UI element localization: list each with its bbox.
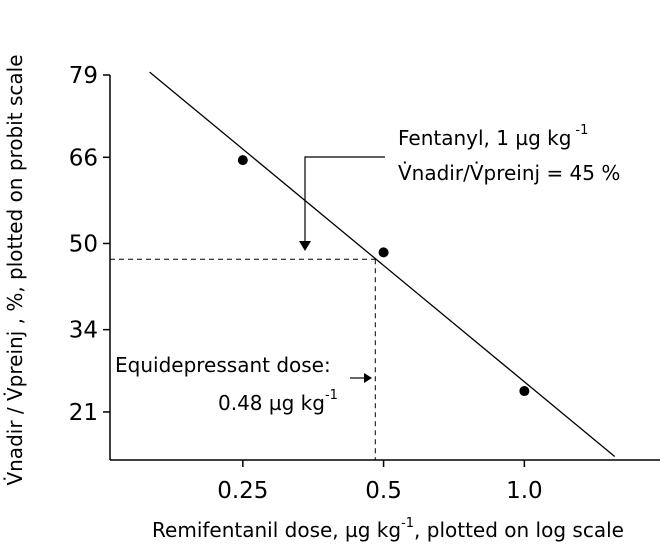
annotation: 0.48 µg kg-1 bbox=[218, 388, 338, 415]
annotation: Equidepressant dose: bbox=[115, 353, 331, 377]
y-tick-label: 79 bbox=[69, 63, 98, 89]
x-axis-label: Remifentanil dose, µg kg-1, plotted on l… bbox=[152, 516, 624, 542]
data-point bbox=[237, 155, 248, 166]
y-axis-label: V̇nadir / V̇preinj , %, plotted on probi… bbox=[3, 54, 27, 485]
arrowhead bbox=[364, 373, 372, 383]
callout-arrow bbox=[304, 156, 385, 243]
x-label-sup: -1 bbox=[401, 516, 414, 531]
annotation-sup: -1 bbox=[325, 388, 338, 403]
x-label-text: , plotted on log scale bbox=[414, 518, 624, 542]
y-tick-label: 34 bbox=[69, 318, 98, 344]
arrowhead bbox=[299, 241, 311, 251]
x-tick-label: 0.25 bbox=[217, 478, 268, 504]
x-tick-label: 1.0 bbox=[506, 478, 543, 504]
y-tick-label: 66 bbox=[69, 145, 98, 171]
data-point bbox=[378, 247, 389, 258]
y-tick-label: 21 bbox=[69, 400, 98, 426]
annotation-text: 0.48 µg kg bbox=[218, 391, 325, 415]
annotation-text: Fentanyl, 1 µg kg bbox=[398, 126, 571, 150]
annotation-sup: -1 bbox=[575, 123, 588, 138]
data-point bbox=[519, 386, 530, 397]
annotation: Fentanyl, 1 µg kg -1 bbox=[398, 123, 588, 150]
x-label-text: Remifentanil dose, µg kg bbox=[152, 518, 401, 542]
y-tick-label: 50 bbox=[69, 231, 98, 257]
fit-line bbox=[149, 71, 616, 457]
x-tick-label: 0.5 bbox=[365, 478, 402, 504]
annotation: V̇nadir/V̇preinj = 45 % bbox=[398, 161, 620, 185]
